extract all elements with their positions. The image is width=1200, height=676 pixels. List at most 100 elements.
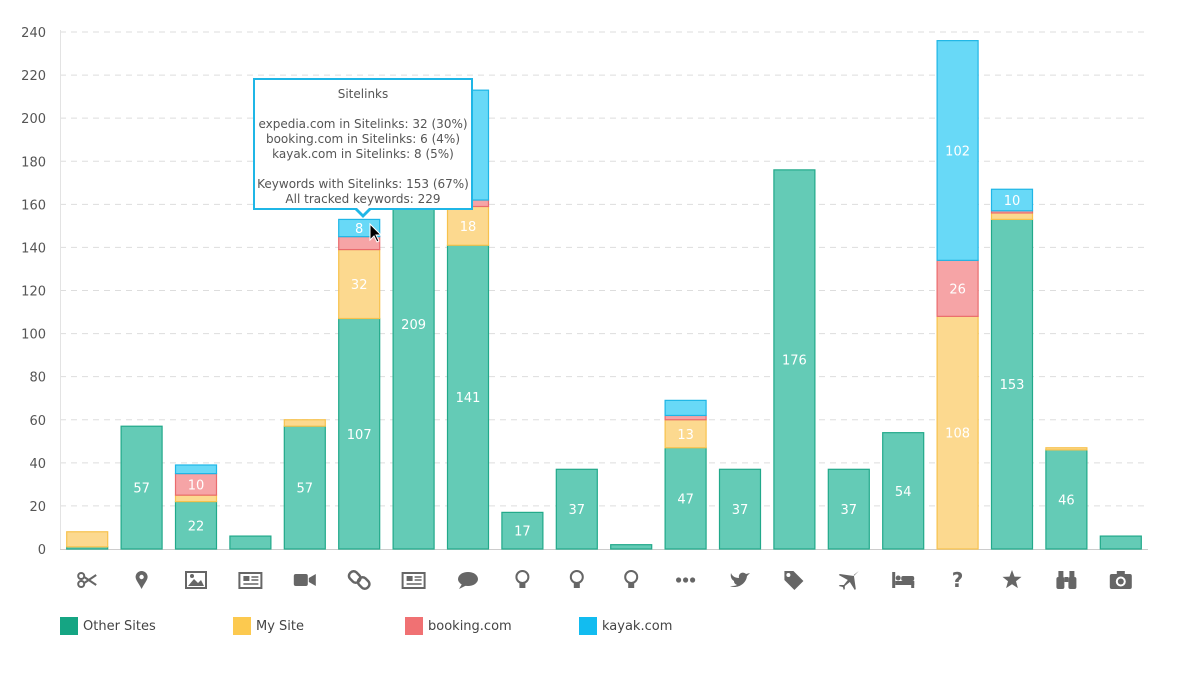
bar-value-label: 18	[460, 220, 477, 235]
bar-segment[interactable]	[501, 511, 544, 550]
bar-segment[interactable]	[1045, 447, 1088, 451]
y-tick-label: 140	[21, 241, 46, 256]
bar-value-label: 102	[945, 144, 970, 159]
legend-swatch	[405, 617, 423, 635]
map-marker-icon	[135, 571, 148, 589]
category-icons: ?	[77, 568, 1132, 592]
bar-value-label: 32	[351, 278, 368, 293]
video-camera-icon	[293, 574, 316, 586]
comment-icon	[458, 572, 478, 589]
legend-swatch	[233, 617, 251, 635]
bar-segment[interactable]	[936, 40, 979, 261]
y-tick-label: 60	[29, 414, 46, 429]
bars: 57 22 10 57 107 32 8 209 141 18 17 37 47 13 37 176 37 54 1…	[66, 40, 1142, 550]
bar-segment[interactable]	[555, 468, 598, 550]
legend-label: booking.com	[428, 618, 512, 634]
image-icon	[185, 571, 207, 589]
legend-label: My Site	[256, 618, 305, 634]
bar-value-label: 57	[297, 482, 314, 497]
legend: Other Sites My Site booking.com kayak.co…	[60, 616, 1160, 638]
y-axis: 0 20 40 60 80 100 120 140 160 180 200 220 240	[21, 26, 46, 558]
bar-segment[interactable]	[1045, 449, 1088, 550]
star-icon	[1002, 570, 1022, 589]
twitter-icon	[730, 572, 750, 587]
legend-item-kayak[interactable]: kayak.com	[579, 616, 672, 636]
bar-segment[interactable]	[936, 259, 979, 317]
bar-segment[interactable]	[338, 218, 381, 238]
bar-value-label: 57	[133, 482, 150, 497]
bar-segment[interactable]	[446, 244, 490, 550]
stacked-bar-chart: 0 20 40 60 80 100 120 140 160 180 200 220 240 57 22 10…	[21, 26, 1148, 592]
lightbulb-icon	[624, 570, 639, 588]
bar-value-label: 13	[677, 428, 694, 443]
bar-value-label: 37	[732, 503, 749, 518]
bed-icon	[892, 572, 915, 588]
bar-value-label: 37	[569, 503, 586, 518]
bar-segment[interactable]	[174, 494, 218, 503]
bar-value-label: 176	[782, 353, 807, 368]
bar-value-label: 107	[347, 428, 372, 443]
bar-segment[interactable]	[283, 425, 326, 550]
y-tick-label: 240	[21, 26, 46, 41]
bar-segment[interactable]	[664, 399, 707, 417]
bar-segment[interactable]	[446, 205, 490, 246]
y-tick-label: 80	[29, 371, 46, 386]
bar-value-label: 153	[1000, 378, 1025, 393]
bar-segment[interactable]	[174, 464, 218, 475]
bar-segment[interactable]	[990, 212, 1034, 221]
bar-segment[interactable]	[990, 218, 1034, 550]
bar-value-label: 26	[949, 282, 966, 297]
y-tick-label: 20	[29, 500, 46, 515]
legend-item-my-site[interactable]: My Site	[233, 616, 304, 636]
tags-icon	[784, 571, 804, 590]
tooltip-line: Keywords with Sitelinks: 153 (67%)	[257, 177, 469, 191]
y-tick-label: 100	[21, 328, 46, 343]
y-tick-label: 180	[21, 155, 46, 170]
tooltip-line: expedia.com in Sitelinks: 32 (30%)	[258, 117, 468, 131]
bar-segment[interactable]	[338, 317, 381, 550]
bar-value-label: 141	[456, 391, 481, 406]
ellipsis-icon	[676, 577, 696, 583]
bar-value-label: 8	[355, 222, 363, 237]
newspaper-icon	[238, 572, 263, 589]
bar-segment[interactable]	[718, 468, 762, 550]
bar-segment[interactable]	[882, 432, 925, 550]
y-tick-label: 200	[21, 112, 46, 127]
bar-segment[interactable]	[338, 248, 381, 320]
bar-segment[interactable]	[936, 315, 979, 550]
legend-item-booking[interactable]: booking.com	[405, 616, 512, 636]
bar-value-label: 17	[514, 525, 531, 540]
bar-value-label: 37	[841, 503, 858, 518]
tooltip-line: All tracked keywords: 229	[285, 192, 441, 206]
tooltip-title: Sitelinks	[337, 87, 389, 101]
lightbulb-icon	[515, 570, 530, 588]
bar-value-label: 10	[1004, 194, 1021, 209]
plane-icon	[838, 571, 859, 590]
legend-swatch	[579, 617, 597, 635]
tooltip-line: kayak.com in Sitelinks: 8 (5%)	[272, 147, 454, 161]
bar-segment[interactable]	[610, 544, 653, 550]
bar-value-label: 10	[188, 478, 205, 493]
bar-segment[interactable]	[120, 425, 163, 550]
bar-segment[interactable]	[338, 236, 381, 251]
bar-segment[interactable]	[174, 501, 218, 550]
bar-segment[interactable]	[664, 414, 707, 421]
bar-segment[interactable]	[773, 169, 816, 550]
legend-item-other-sites[interactable]: Other Sites	[60, 616, 156, 636]
legend-label: Other Sites	[83, 618, 156, 634]
bar-segment[interactable]	[66, 531, 109, 548]
bar-segment[interactable]	[283, 419, 326, 427]
grid-lines	[60, 30, 1148, 550]
bar-segment[interactable]	[827, 468, 870, 550]
bar-segment[interactable]	[664, 447, 707, 550]
camera-icon	[1109, 571, 1132, 589]
y-tick-label: 40	[29, 457, 46, 472]
mouse-cursor-icon	[369, 222, 383, 243]
question-icon: ?	[952, 568, 964, 592]
legend-swatch	[60, 617, 78, 635]
bar-segment[interactable]	[1099, 535, 1142, 550]
bar-value-label: 54	[895, 485, 912, 500]
legend-label: kayak.com	[602, 618, 673, 634]
bar-segment[interactable]	[990, 188, 1034, 212]
bar-segment[interactable]	[229, 535, 272, 550]
